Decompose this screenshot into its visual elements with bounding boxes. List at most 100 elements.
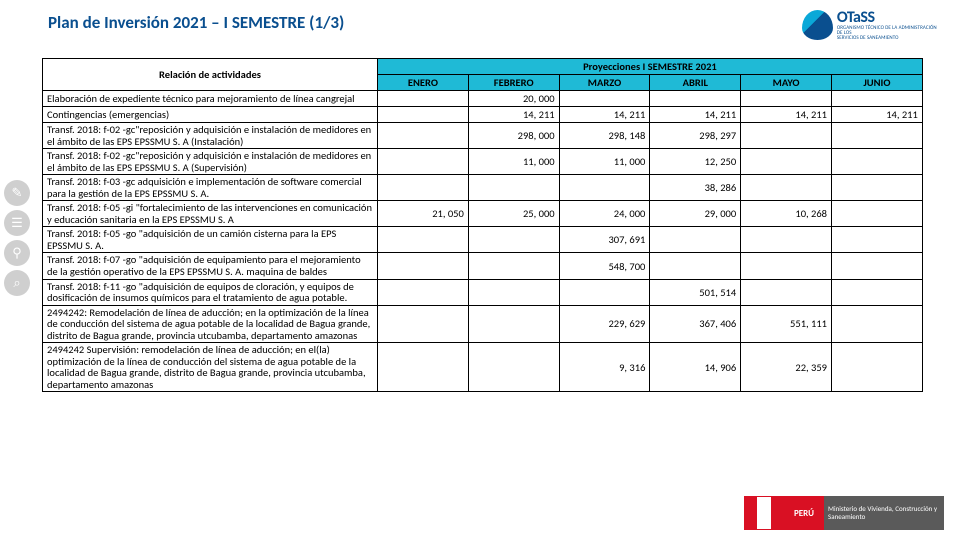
value-cell: 14, 211 [468, 107, 559, 123]
value-cell: 14, 211 [741, 107, 832, 123]
header-activities: Relación de actividades [43, 59, 378, 91]
value-cell [831, 175, 922, 201]
value-cell [831, 279, 922, 305]
header-month: FEBRERO [468, 75, 559, 91]
activity-cell: Transf. 2018: f-02 -gc"reposición y adqu… [43, 123, 378, 149]
activity-cell: 2494242 Supervisión: remodelación de lín… [43, 343, 378, 392]
peru-flag-icon [744, 496, 784, 530]
header-month: MAYO [741, 75, 832, 91]
table-row: Transf. 2018: f-02 -gc"reposición y adqu… [43, 123, 923, 149]
value-cell [831, 149, 922, 175]
value-cell [559, 91, 650, 107]
brand-sub1: ORGANISMO TÉCNICO DE LA ADMINISTRACIÓN D… [837, 26, 942, 36]
value-cell: 29, 000 [650, 201, 741, 227]
value-cell [741, 227, 832, 253]
value-cell: 11, 000 [559, 149, 650, 175]
activity-cell: Elaboración de expediente técnico para m… [43, 91, 378, 107]
value-cell [378, 91, 469, 107]
value-cell [468, 175, 559, 201]
otass-icon [802, 10, 833, 40]
value-cell: 298, 000 [468, 123, 559, 149]
tool-icon[interactable]: ⚲ [4, 240, 30, 266]
tool-icon[interactable]: ⌕ [4, 270, 30, 296]
table-row: Contingencias (emergencias)14, 21114, 21… [43, 107, 923, 123]
table-row: Transf. 2018: f-05 -go "adquisición de u… [43, 227, 923, 253]
peru-label: PERÚ [784, 496, 824, 530]
value-cell [741, 123, 832, 149]
value-cell: 548, 700 [559, 253, 650, 279]
table-row: Transf. 2018: f-05 -gi "fortalecimiento … [43, 201, 923, 227]
table-row: Elaboración de expediente técnico para m… [43, 91, 923, 107]
value-cell: 9, 316 [559, 343, 650, 392]
value-cell: 307, 691 [559, 227, 650, 253]
value-cell [468, 279, 559, 305]
value-cell [831, 91, 922, 107]
value-cell: 14, 906 [650, 343, 741, 392]
value-cell [650, 91, 741, 107]
value-cell: 14, 211 [831, 107, 922, 123]
value-cell [468, 253, 559, 279]
table-row: Transf. 2018: f-07 -go "adquisición de e… [43, 253, 923, 279]
brand-logo: OTaSS ORGANISMO TÉCNICO DE LA ADMINISTRA… [802, 6, 942, 44]
value-cell [831, 305, 922, 343]
value-cell: 551, 111 [741, 305, 832, 343]
activity-cell: Contingencias (emergencias) [43, 107, 378, 123]
activity-cell: Transf. 2018: f-07 -go "adquisición de e… [43, 253, 378, 279]
value-cell [741, 91, 832, 107]
value-cell [559, 279, 650, 305]
value-cell [378, 279, 469, 305]
value-cell [378, 227, 469, 253]
value-cell [378, 305, 469, 343]
footer-gov-logo: PERÚ Ministerio de Vivienda, Construcció… [744, 496, 944, 530]
header-month: JUNIO [831, 75, 922, 91]
value-cell: 367, 406 [650, 305, 741, 343]
value-cell [468, 305, 559, 343]
value-cell [378, 107, 469, 123]
activity-cell: Transf. 2018: f-05 -gi "fortalecimiento … [43, 201, 378, 227]
value-cell [559, 175, 650, 201]
value-cell [831, 253, 922, 279]
activity-cell: Transf. 2018: f-05 -go "adquisición de u… [43, 227, 378, 253]
table-row: 2494242: Remodelación de línea de aducci… [43, 305, 923, 343]
table-row: Transf. 2018: f-03 -gc adquisición e imp… [43, 175, 923, 201]
brand-sub2: SERVICIOS DE SANEAMIENTO [837, 36, 942, 41]
page-title: Plan de Inversión 2021 – I SEMESTRE (1/3… [48, 12, 344, 33]
value-cell: 25, 000 [468, 201, 559, 227]
value-cell [831, 201, 922, 227]
value-cell [378, 123, 469, 149]
ministry-label: Ministerio de Vivienda, Construcción y S… [824, 496, 944, 530]
tool-icon[interactable]: ✎ [4, 180, 30, 206]
side-toolbar: ✎ ☰ ⚲ ⌕ [4, 180, 30, 296]
header-month: ABRIL [650, 75, 741, 91]
table-row: Transf. 2018: f-11 -go "adquisición de e… [43, 279, 923, 305]
header-month: MARZO [559, 75, 650, 91]
value-cell [378, 253, 469, 279]
brand-name: OTaSS [837, 10, 942, 26]
value-cell [831, 123, 922, 149]
value-cell: 229, 629 [559, 305, 650, 343]
investment-table: Relación de actividades Proyecciones I S… [42, 58, 922, 392]
value-cell: 22, 359 [741, 343, 832, 392]
value-cell: 21, 050 [378, 201, 469, 227]
value-cell: 12, 250 [650, 149, 741, 175]
activity-cell: Transf. 2018: f-03 -gc adquisición e imp… [43, 175, 378, 201]
value-cell: 501, 514 [650, 279, 741, 305]
value-cell [741, 175, 832, 201]
value-cell [378, 149, 469, 175]
value-cell: 14, 211 [650, 107, 741, 123]
activity-cell: Transf. 2018: f-11 -go "adquisición de e… [43, 279, 378, 305]
value-cell [378, 175, 469, 201]
value-cell [741, 253, 832, 279]
value-cell [831, 227, 922, 253]
value-cell [650, 227, 741, 253]
value-cell: 298, 148 [559, 123, 650, 149]
value-cell: 11, 000 [468, 149, 559, 175]
value-cell [831, 343, 922, 392]
value-cell: 14, 211 [559, 107, 650, 123]
tool-icon[interactable]: ☰ [4, 210, 30, 236]
value-cell [468, 343, 559, 392]
value-cell: 20, 000 [468, 91, 559, 107]
value-cell [650, 253, 741, 279]
value-cell [741, 279, 832, 305]
value-cell: 38, 286 [650, 175, 741, 201]
